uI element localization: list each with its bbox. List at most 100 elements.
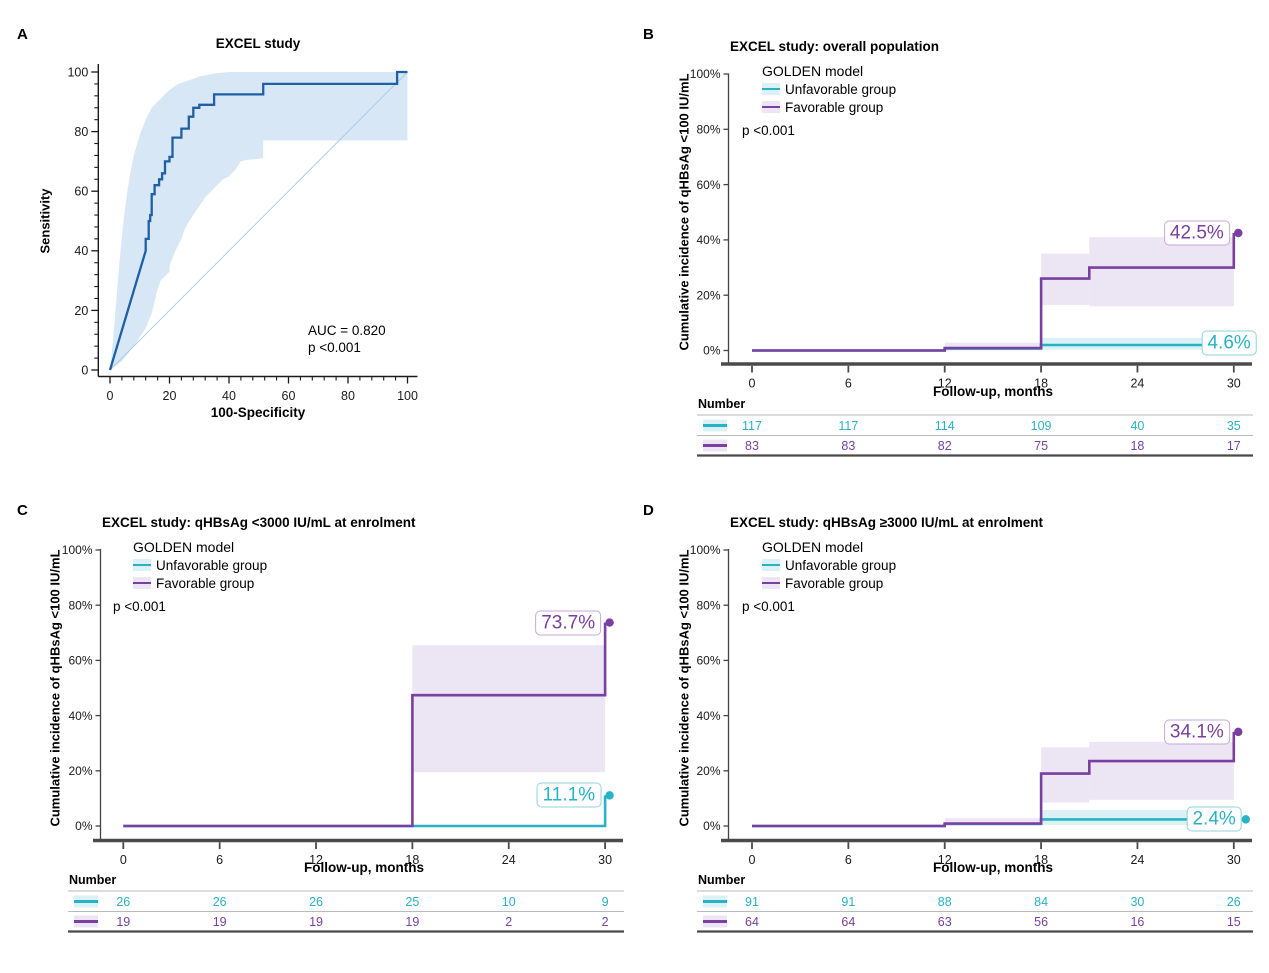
panel-b-title: EXCEL study: overall population bbox=[730, 39, 940, 54]
y-tick-label: 100 bbox=[67, 65, 88, 79]
panel-a-letter: A bbox=[17, 26, 28, 43]
final-incidence-label-unfavorable: 4.6% bbox=[1201, 330, 1257, 356]
y-tick-label: 60% bbox=[68, 654, 92, 668]
final-incidence-label-unfavorable: 2.4% bbox=[1186, 806, 1242, 832]
y-tick-label: 60% bbox=[696, 178, 720, 192]
y-tick-label: 20 bbox=[74, 304, 88, 318]
legend-title: GOLDEN model bbox=[762, 539, 864, 555]
y-tick-label: 20% bbox=[696, 764, 720, 778]
unfavorable-incidence-curve bbox=[123, 795, 607, 828]
panel-b-letter: B bbox=[643, 26, 654, 43]
y-tick-label: 40 bbox=[74, 244, 88, 258]
number-at-risk-value: 25 bbox=[405, 895, 419, 909]
number-at-risk-value: 117 bbox=[742, 419, 762, 433]
favorable-confidence-band bbox=[1089, 237, 1234, 307]
final-incidence-label-favorable: 42.5% bbox=[1163, 220, 1230, 246]
final-incidence-label-unfavorable: 11.1% bbox=[536, 782, 602, 808]
favorable-confidence-band bbox=[1041, 747, 1090, 803]
curve-endpoint-dot bbox=[1234, 228, 1243, 238]
favorable-incidence-curve bbox=[752, 731, 1236, 828]
legend-item-unfavorable: Unfavorable group bbox=[762, 556, 896, 574]
y-tick-label: 0 bbox=[81, 363, 88, 377]
p-value-text: p <0.001 bbox=[742, 599, 795, 614]
x-tick-label: 12 bbox=[938, 376, 952, 390]
legend-item-label: Unfavorable group bbox=[156, 557, 268, 573]
favorable-confidence-band bbox=[944, 818, 1042, 826]
unfavorable-confidence-band bbox=[1041, 809, 1234, 825]
favorable-incidence-curve bbox=[123, 622, 607, 828]
panel-b-y-axis-label: Cumulative incidence of qHBsAg <100 IU/m… bbox=[676, 73, 692, 351]
x-tick-label: 20 bbox=[163, 389, 177, 403]
number-at-risk-value: 16 bbox=[1130, 915, 1144, 929]
number-at-risk-value: 19 bbox=[405, 915, 419, 929]
x-tick-label: 12 bbox=[938, 853, 952, 867]
x-tick-label: 60 bbox=[282, 389, 296, 403]
number-at-risk-value: 88 bbox=[938, 895, 952, 909]
panel-b-legend: GOLDEN model Unfavorable group Favorable… bbox=[742, 62, 896, 138]
x-tick-label: 18 bbox=[405, 853, 419, 867]
x-tick-label: 0 bbox=[107, 389, 114, 403]
number-at-risk-value: 9 bbox=[602, 895, 609, 909]
y-tick-label: 40% bbox=[696, 709, 720, 723]
favorable-line-swatch-icon bbox=[762, 577, 780, 589]
roc-confidence-band bbox=[110, 72, 408, 370]
x-tick-label: 18 bbox=[1034, 376, 1048, 390]
number-at-risk-value: 91 bbox=[841, 895, 855, 909]
legend-item-label: Favorable group bbox=[156, 575, 255, 591]
favorable-incidence-curve bbox=[752, 233, 1236, 352]
panel-c-x-axis-label: Follow-up, months bbox=[304, 860, 424, 875]
y-tick-label: 20% bbox=[696, 288, 720, 302]
x-tick-label: 100 bbox=[397, 389, 418, 403]
number-at-risk-header: Number bbox=[69, 873, 117, 887]
y-tick-label: 80% bbox=[696, 123, 720, 137]
x-tick-label: 30 bbox=[598, 853, 612, 867]
panel-d-y-axis-label: Cumulative incidence of qHBsAg <100 IU/m… bbox=[676, 549, 692, 827]
number-at-risk-value: 18 bbox=[1130, 439, 1144, 453]
favorable-line-swatch-icon bbox=[133, 577, 151, 589]
number-at-risk-value: 30 bbox=[1130, 895, 1144, 909]
panel-d-letter: D bbox=[643, 502, 654, 519]
number-at-risk-value: 19 bbox=[309, 915, 323, 929]
curve-endpoint-dot bbox=[605, 618, 614, 627]
x-tick-label: 80 bbox=[341, 389, 355, 403]
curve-endpoint-dot bbox=[1241, 815, 1251, 824]
number-at-risk-value: 82 bbox=[938, 439, 952, 453]
auc-value-text: AUC = 0.820 bbox=[308, 323, 386, 338]
number-at-risk-value: 17 bbox=[1227, 439, 1241, 453]
legend-title: GOLDEN model bbox=[133, 539, 235, 555]
legend-item-label: Favorable group bbox=[785, 99, 884, 115]
legend-item-favorable: Favorable group bbox=[762, 98, 896, 116]
unfavorable-line-swatch-icon bbox=[762, 559, 780, 571]
auc-annotation: AUC = 0.820 p <0.001 bbox=[308, 322, 386, 356]
favorable-confidence-band bbox=[412, 645, 606, 773]
x-tick-label: 18 bbox=[1034, 853, 1048, 867]
panel-d-title: EXCEL study: qHBsAg ≥3000 IU/mL at enrol… bbox=[730, 515, 1043, 530]
number-at-risk-value: 63 bbox=[938, 915, 952, 929]
legend-item-unfavorable: Unfavorable group bbox=[133, 556, 267, 574]
number-at-risk-value: 117 bbox=[838, 419, 858, 433]
panel-d-x-axis-label: Follow-up, months bbox=[933, 860, 1053, 875]
legend-item-label: Favorable group bbox=[785, 575, 884, 591]
x-tick-label: 24 bbox=[1130, 376, 1144, 390]
x-tick-label: 24 bbox=[1130, 853, 1144, 867]
y-tick-label: 40% bbox=[68, 709, 92, 723]
number-at-risk-value: 56 bbox=[1034, 915, 1048, 929]
p-value-text: p <0.001 bbox=[742, 123, 795, 138]
number-at-risk-value: 91 bbox=[745, 895, 759, 909]
roc-reference-diagonal bbox=[109, 71, 408, 371]
y-tick-label: 80% bbox=[68, 598, 92, 612]
number-at-risk-value: 26 bbox=[1227, 895, 1241, 909]
number-at-risk-value: 35 bbox=[1227, 419, 1241, 433]
final-incidence-label-favorable: 34.1% bbox=[1163, 719, 1230, 745]
panel-d-legend: GOLDEN model Unfavorable group Favorable… bbox=[742, 538, 896, 614]
panel-a-y-axis-label: Sensitivity bbox=[37, 188, 53, 254]
number-at-risk-value: 83 bbox=[841, 439, 855, 453]
number-at-risk-value: 84 bbox=[1034, 895, 1048, 909]
y-tick-label: 80% bbox=[696, 598, 720, 612]
y-tick-label: 0% bbox=[703, 344, 721, 358]
favorable-confidence-band bbox=[1089, 741, 1234, 800]
number-at-risk-value: 75 bbox=[1034, 439, 1048, 453]
p-value-text: p <0.001 bbox=[113, 599, 166, 614]
number-at-risk-value: 2 bbox=[505, 915, 512, 929]
